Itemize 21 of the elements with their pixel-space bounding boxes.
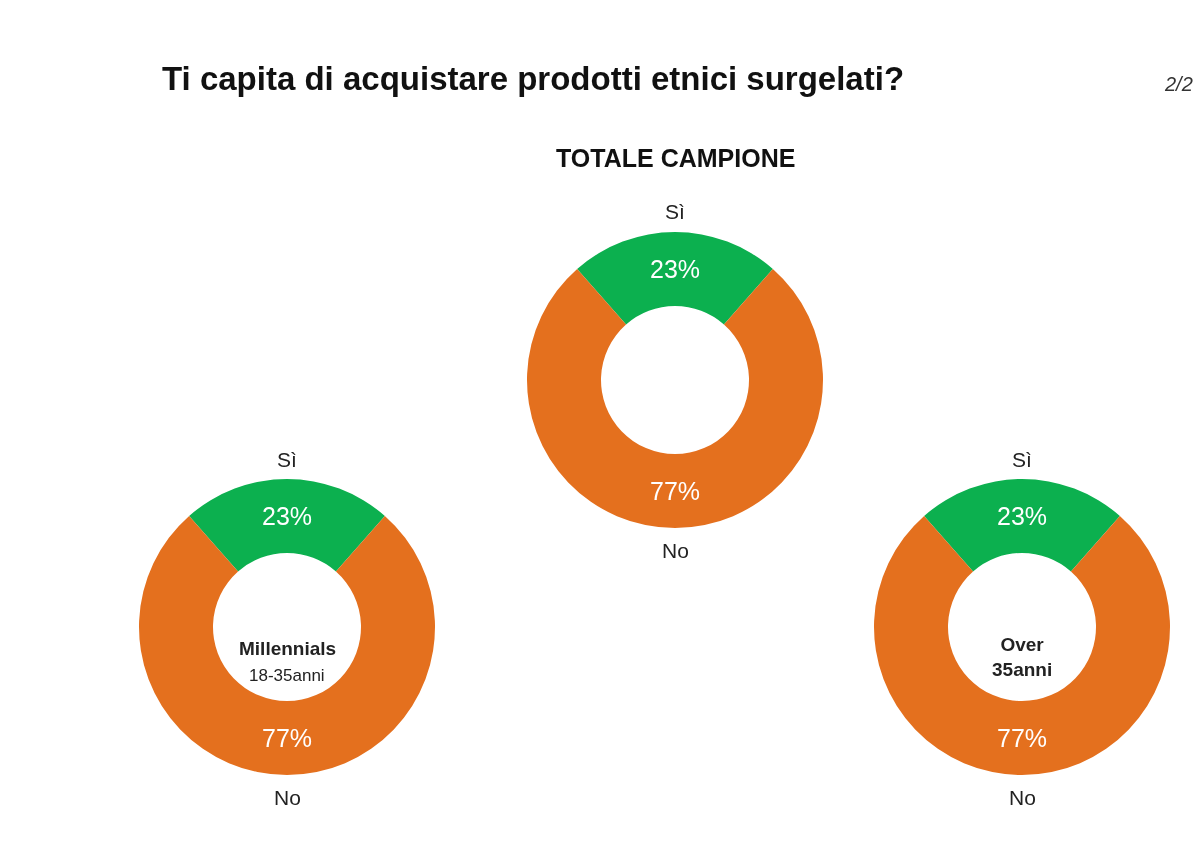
chart-title: Ti capita di acquistare prodotti etnici surgelati? (162, 60, 905, 97)
data-label: 23% (261, 502, 313, 530)
data-label: 77% (649, 477, 701, 505)
data-label: 23% (649, 255, 701, 283)
slice-label: Sì (277, 448, 297, 471)
donut-slice (189, 479, 385, 572)
slice-label: Sì (665, 200, 685, 223)
text: Over 35anni (992, 634, 1053, 680)
slice-label: No (1009, 786, 1036, 809)
slice-label: No (274, 786, 301, 809)
data-label: 77% (261, 724, 313, 752)
text: Millennials (239, 638, 337, 659)
data-label: 23% (996, 502, 1048, 530)
slice-label: Sì (1012, 448, 1032, 471)
donut-slice (577, 232, 773, 325)
donut-slice (924, 479, 1120, 572)
text: 18-35anni (249, 666, 325, 685)
slice-label: No (662, 539, 689, 562)
text: 2/2 (1164, 73, 1193, 95)
data-label: 77% (996, 724, 1048, 752)
chart-subtitle: TOTALE CAMPIONE (556, 144, 796, 172)
